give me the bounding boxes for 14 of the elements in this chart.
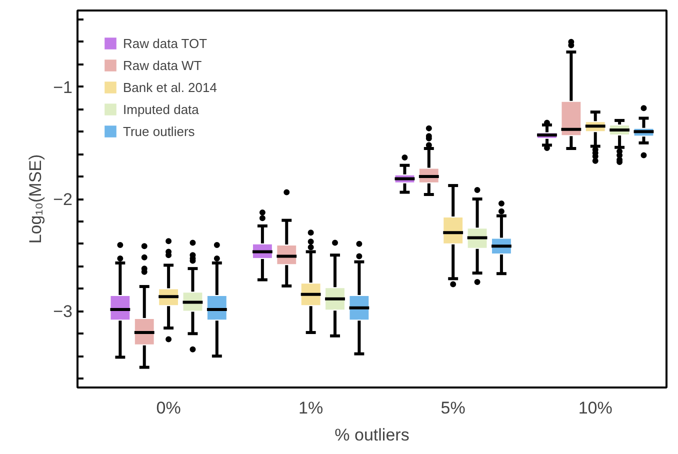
x-tick-label: 1%	[298, 398, 324, 418]
x-tick-label: 10%	[578, 398, 612, 418]
legend-label: Bank et al. 2014	[123, 80, 217, 94]
y-tick-label: −3	[53, 302, 73, 322]
x-axis-title: % outliers	[334, 426, 410, 444]
y-tick-label: −1	[53, 78, 73, 97]
x-tick-label: 5%	[440, 398, 466, 418]
legend-label: Raw data TOT	[123, 36, 208, 50]
legend-label: True outliers	[123, 124, 195, 138]
x-tick-label: 0%	[156, 398, 181, 418]
y-axis-title: Log₁₀(MSE)	[26, 154, 46, 244]
legend-label: Raw data WT	[123, 58, 202, 72]
legend-label: Imputed data	[123, 102, 199, 116]
y-tick-label: −2	[53, 190, 73, 209]
